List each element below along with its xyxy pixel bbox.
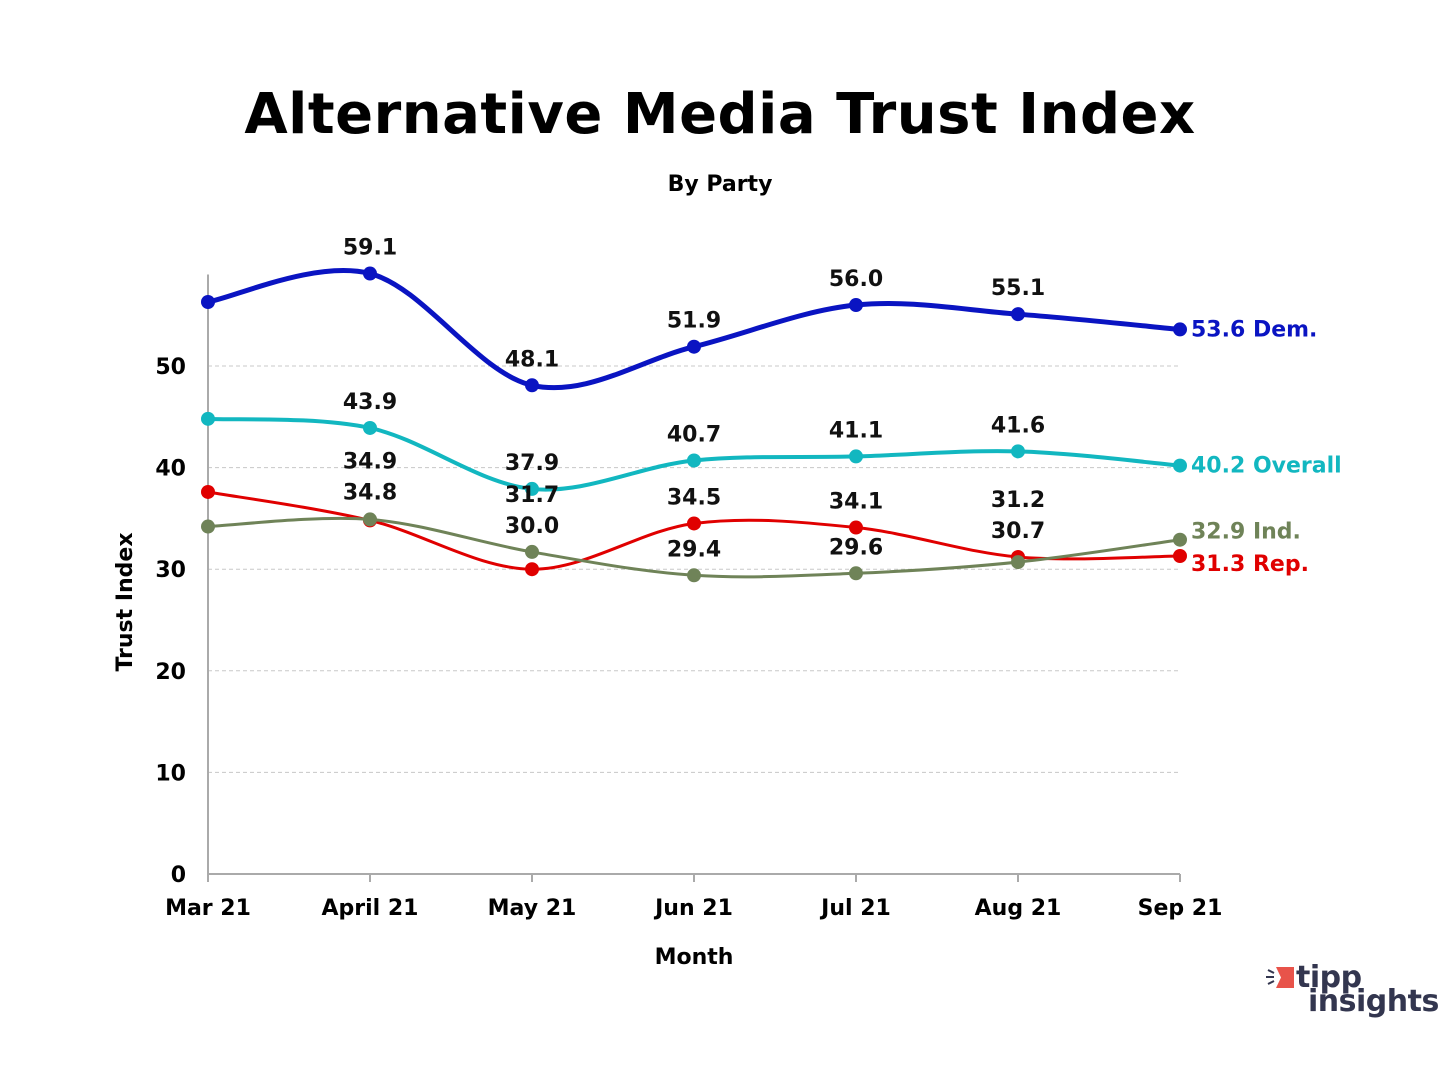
y-tick-label: 10 — [155, 761, 186, 786]
x-tick-label: Jun 21 — [653, 896, 733, 921]
data-label: 29.4 — [667, 537, 721, 562]
data-label: 43.9 — [343, 390, 397, 415]
logo-text-tipp: tipp — [1296, 960, 1362, 995]
data-label: 30.7 — [991, 519, 1045, 544]
y-tick-label: 50 — [155, 355, 186, 380]
x-tick-label: Jul 21 — [819, 896, 891, 921]
data-point — [201, 484, 215, 499]
chart-subtitle: By Party — [667, 172, 773, 197]
x-tick-label: April 21 — [322, 896, 419, 921]
series-name: Ind. — [1253, 520, 1301, 545]
data-point — [1173, 322, 1187, 337]
end-value: 31.3 — [1191, 552, 1253, 577]
data-label: 51.9 — [667, 309, 721, 334]
data-point — [201, 411, 215, 426]
data-point — [1011, 307, 1025, 322]
data-point — [1173, 532, 1187, 547]
data-label: 34.1 — [829, 490, 883, 515]
y-axis-label: Trust Index — [113, 532, 138, 671]
chart-title: Alternative Media Trust Index — [244, 82, 1196, 147]
x-tick-label: Aug 21 — [975, 896, 1062, 921]
series-end-label: 31.3 Rep. — [1191, 552, 1309, 577]
series-name: Rep. — [1253, 552, 1309, 577]
x-tick-label: May 21 — [488, 896, 577, 921]
data-label: 34.8 — [343, 480, 397, 505]
series-name: Overall — [1253, 454, 1342, 479]
data-label: 56.0 — [829, 267, 883, 292]
data-label: 37.9 — [505, 451, 559, 476]
data-point — [687, 568, 701, 583]
series-end-label: 32.9 Ind. — [1191, 520, 1301, 545]
data-point — [849, 449, 863, 464]
data-label: 30.0 — [505, 514, 559, 539]
data-point — [1173, 548, 1187, 563]
series-end-label: 53.6 Dem. — [1191, 317, 1317, 342]
data-label: 55.1 — [991, 276, 1045, 301]
data-point — [201, 294, 215, 309]
data-label: 34.5 — [667, 485, 721, 510]
data-label: 59.1 — [343, 236, 397, 261]
series-end-label: 40.2 Overall — [1191, 454, 1342, 479]
data-point — [1011, 444, 1025, 459]
data-point — [687, 453, 701, 468]
series-name: Dem. — [1253, 317, 1317, 342]
data-point — [525, 544, 539, 559]
data-point — [201, 519, 215, 534]
data-point — [525, 562, 539, 577]
data-label: 41.6 — [991, 413, 1045, 438]
data-label: 29.6 — [829, 535, 883, 560]
data-label: 40.7 — [667, 422, 721, 447]
x-tick-label: Sep 21 — [1138, 896, 1223, 921]
data-point — [363, 512, 377, 527]
data-point — [849, 298, 863, 313]
data-label: 31.7 — [505, 483, 559, 508]
end-value: 40.2 — [1191, 454, 1253, 479]
data-label: 34.9 — [343, 449, 397, 474]
data-point — [849, 520, 863, 535]
data-point — [1173, 458, 1187, 473]
y-tick-label: 0 — [171, 863, 186, 888]
data-point — [849, 566, 863, 581]
logo-mark-icon — [1266, 967, 1294, 988]
data-point — [1011, 555, 1025, 570]
data-label: 31.2 — [991, 488, 1045, 513]
data-point — [363, 266, 377, 281]
y-tick-label: 40 — [155, 457, 186, 482]
data-point — [525, 481, 539, 496]
x-axis-label: Month — [655, 945, 734, 970]
data-label: 48.1 — [505, 347, 559, 372]
data-point — [687, 339, 701, 354]
end-value: 32.9 — [1191, 520, 1253, 545]
tipp-insights-logo: tipp insights — [1266, 960, 1439, 1022]
y-tick-label: 20 — [155, 660, 186, 685]
y-tick-label: 30 — [155, 558, 186, 583]
data-point — [525, 378, 539, 393]
data-point — [363, 420, 377, 435]
logo-text-insights: insights — [1308, 984, 1439, 1019]
data-point — [687, 516, 701, 531]
x-tick-label: Mar 21 — [165, 896, 251, 921]
data-label: 41.1 — [829, 418, 883, 443]
end-value: 53.6 — [1191, 317, 1253, 342]
